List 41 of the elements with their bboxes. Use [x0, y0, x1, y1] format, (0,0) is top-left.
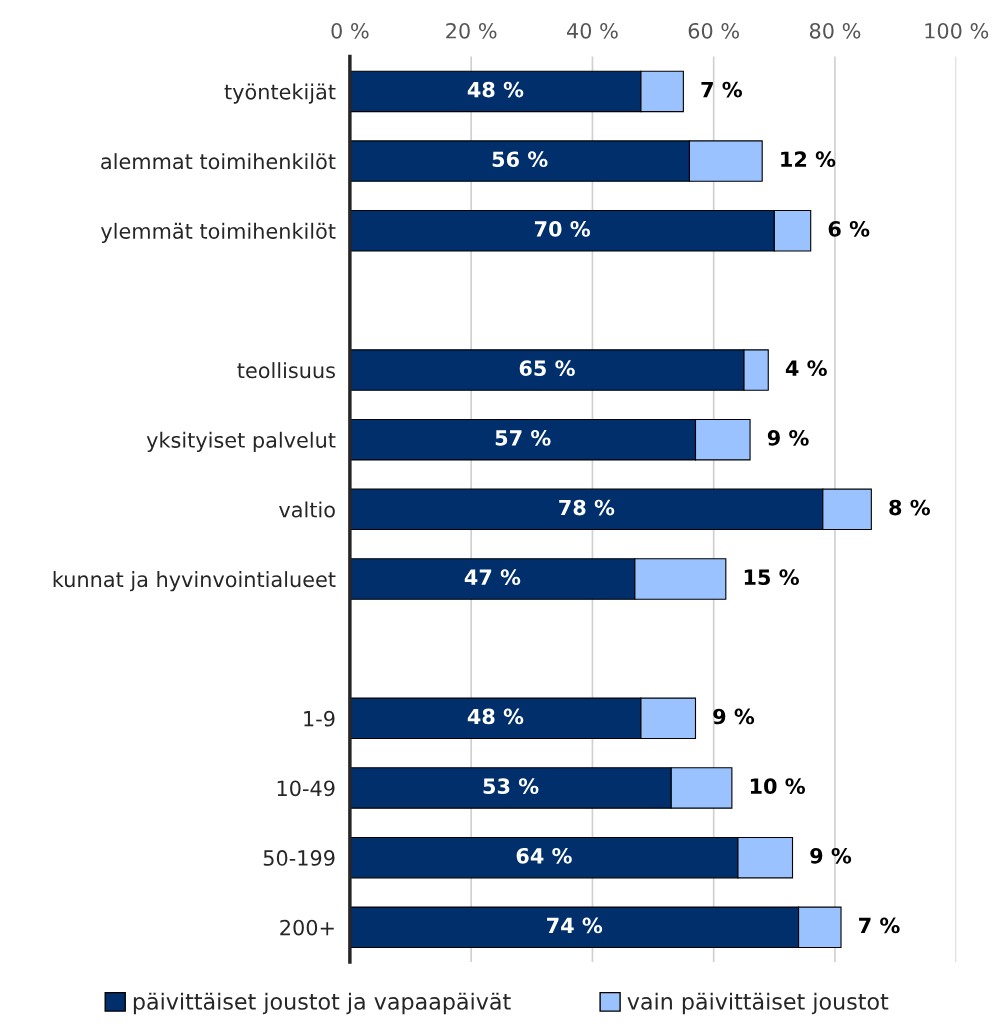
data-label: 9 % [767, 429, 809, 446]
data-label: 10 % [750, 778, 806, 795]
data-label: 7 % [859, 917, 900, 934]
data-label: 48 % [467, 708, 524, 725]
data-label: 70 % [534, 221, 590, 237]
data-label: 74 % [547, 917, 603, 934]
y-tick-label: 10-49 [277, 780, 335, 797]
y-tick-label: 200+ [280, 919, 334, 936]
data-label: 9 % [810, 847, 852, 864]
data-label: 56 % [492, 151, 548, 168]
data-label: 47 % [464, 569, 521, 586]
legend-label: vain päivittäiset joustot [627, 992, 889, 1015]
y-tick-label: valtio [279, 501, 335, 518]
x-tick-label: 20 % [446, 22, 497, 39]
data-label: 78 % [559, 499, 615, 516]
data-label: 65 % [519, 360, 575, 377]
data-label: 9 % [713, 708, 755, 725]
x-tick-label: 0 % [331, 22, 369, 39]
x-tick-label: 60 % [688, 22, 740, 39]
data-label: 7 % [701, 81, 742, 98]
data-label: 12 % [781, 151, 836, 168]
data-label: 53 % [483, 778, 539, 795]
y-tick-label: 1-9 [304, 710, 335, 727]
y-tick-label: työntekijät [224, 83, 336, 104]
y-tick-label: kunnat ja hyvinvointialueet [53, 571, 336, 592]
data-label: 48 % [467, 81, 524, 98]
data-label: 8 % [889, 499, 930, 516]
x-tick-label: 80 % [809, 22, 861, 39]
legend-label: päivittäiset joustot ja vapaapäivät [133, 992, 511, 1015]
data-label: 64 % [516, 847, 572, 864]
y-tick-label: ylemmät toimihenkilöt [100, 222, 336, 243]
y-tick-label: yksityiset palvelut [146, 431, 336, 452]
data-label: 4 % [785, 360, 827, 377]
x-tick-label: 40 % [566, 22, 618, 39]
data-label: 57 % [495, 429, 551, 446]
y-tick-label: alemmat toimihenkilöt [101, 153, 336, 170]
y-tick-label: teollisuus [237, 362, 335, 379]
data-label: 15 % [744, 569, 799, 586]
y-tick-label: 50-199 [263, 850, 335, 866]
x-tick-label: 100 % [925, 22, 989, 39]
data-label: 6 % [828, 221, 870, 237]
